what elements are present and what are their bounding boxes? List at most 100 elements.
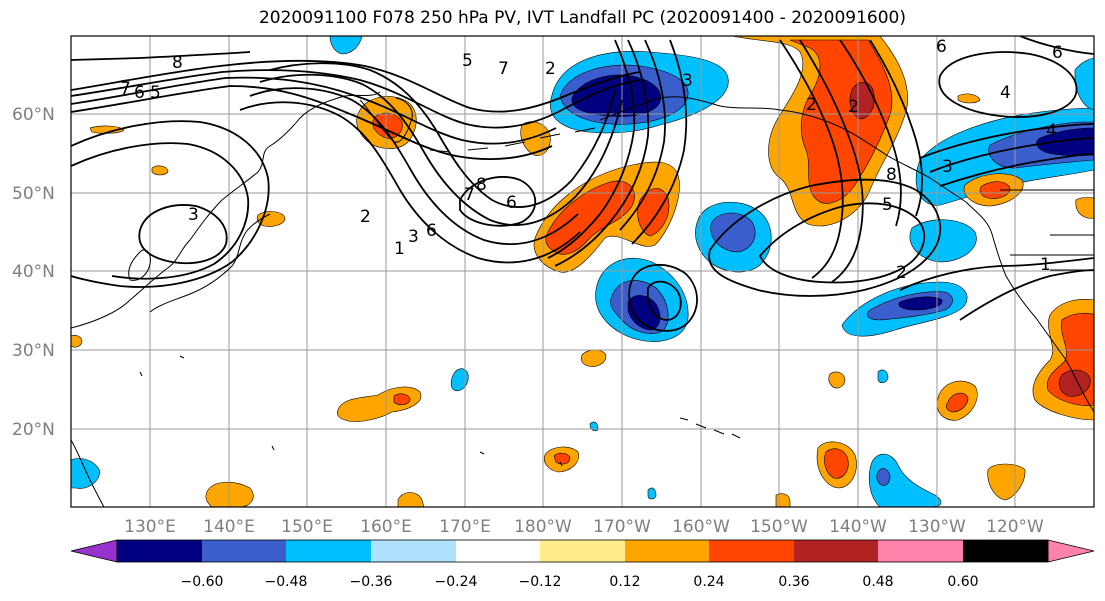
contour-line — [646, 280, 682, 321]
contour-label: 3 — [682, 71, 693, 91]
contour-label: 8 — [886, 165, 897, 185]
contour-label: 7 — [120, 79, 131, 99]
contour-label: 5 — [882, 195, 893, 215]
colorbar-tick-label: 0.12 — [609, 574, 640, 590]
positive-anomaly — [71, 334, 83, 348]
contour-line — [554, 39, 650, 267]
contour-line — [631, 39, 688, 245]
lon-label: 170°W — [593, 517, 651, 537]
colorbar-segment — [202, 540, 286, 562]
contour-line — [71, 69, 641, 129]
colorbar-tick-label: −0.36 — [350, 574, 393, 590]
lon-label: 140°W — [829, 517, 887, 537]
lon-label: 140°E — [203, 517, 255, 537]
contour-labels: 8 7 6 5 5 7 2 3 7 8 6 3 2 1 3 6 2 8 5 2 … — [120, 37, 1063, 283]
colorbar-segment — [625, 540, 709, 562]
hawaii — [679, 417, 741, 439]
lon-label: 160°W — [672, 517, 730, 537]
negative-anomaly — [898, 296, 943, 311]
colorbar-segment — [963, 540, 1048, 562]
contour-line — [799, 39, 864, 283]
alaska-coast — [599, 96, 967, 203]
positive-anomaly — [1058, 369, 1091, 397]
contour-label: 4 — [1000, 83, 1011, 103]
contour-line — [758, 202, 926, 284]
lat-label: 20°N — [12, 420, 55, 440]
contour-line — [138, 204, 228, 265]
lat-label: 40°N — [12, 262, 55, 282]
colorbar-extend-low — [70, 539, 118, 563]
longitude-labels: 130°E 140°E 150°E 160°E 170°E 180°W 170°… — [124, 517, 1044, 537]
latitude-labels: 60°N 50°N 40°N 30°N 20°N — [12, 105, 55, 440]
contour-line — [619, 39, 666, 231]
contour-line — [899, 257, 1094, 291]
lon-label: 120°W — [986, 517, 1044, 537]
lon-label: 130°E — [124, 517, 176, 537]
colorbar-segment — [117, 540, 202, 562]
negative-anomaly — [647, 487, 657, 500]
colorbar-segment — [371, 540, 456, 562]
colorbar-segment — [794, 540, 878, 562]
contour-line — [239, 101, 581, 264]
contour-label: 6 — [134, 83, 145, 103]
colorbar-tick-label: −0.48 — [265, 574, 308, 590]
lon-label: 160°E — [360, 517, 412, 537]
negative-anomaly — [450, 368, 469, 392]
contour-label: 1 — [1040, 255, 1051, 275]
coastlines — [71, 91, 1094, 507]
negative-anomaly — [868, 453, 942, 507]
positive-anomaly — [151, 165, 169, 176]
na-borders — [1000, 189, 1094, 271]
negative-anomaly — [909, 219, 977, 263]
contour-line — [249, 87, 579, 246]
map-border — [70, 35, 1095, 508]
contour-line — [628, 263, 698, 332]
positive-anomaly — [828, 371, 846, 389]
colorbar-tick-label: −0.12 — [519, 574, 562, 590]
philippines-coast — [71, 439, 105, 507]
positive-anomaly — [824, 448, 849, 479]
contour-label: 6 — [1052, 43, 1063, 63]
colorbar — [70, 539, 1095, 563]
negative-anomaly — [876, 468, 891, 486]
contour-line — [459, 176, 537, 227]
contour-line — [779, 39, 844, 279]
colorbar-extend-high — [1047, 539, 1095, 563]
contour-label: 4 — [1046, 121, 1057, 141]
negative-anomaly — [627, 295, 661, 331]
negative-anomaly — [329, 36, 363, 55]
contour-label: 3 — [188, 205, 199, 225]
colorbar-tick-label: −0.60 — [181, 574, 224, 590]
contour-label: 7 — [498, 59, 509, 79]
contour-label: 2 — [848, 97, 859, 117]
colorbar-segment — [878, 540, 963, 562]
contour-label: 2 — [360, 207, 371, 227]
colorbar-segment — [540, 540, 625, 562]
contour-label: 6 — [936, 37, 947, 57]
contour-label: 7 — [464, 185, 475, 205]
contour-label: 3 — [408, 227, 419, 247]
colorbar-segment — [709, 540, 794, 562]
lon-label: 130°W — [908, 517, 966, 537]
contour-line — [839, 39, 902, 227]
aleutians — [429, 127, 596, 153]
positive-anomaly — [946, 392, 969, 413]
contour-line — [71, 142, 250, 280]
positive-anomaly — [553, 452, 571, 465]
contour-line — [71, 76, 557, 145]
map-title: 2020091100 F078 250 hPa PV, IVT Landfall… — [258, 8, 906, 28]
negative-anomaly — [877, 369, 889, 384]
colorbar-tick-label: 0.48 — [862, 574, 893, 590]
contour-line — [71, 51, 251, 61]
contour-line — [919, 123, 1094, 159]
contour-line — [547, 39, 636, 259]
positive-anomaly — [393, 393, 411, 406]
contour-label: 1 — [394, 239, 405, 259]
colorbar-tick-label: 0.24 — [693, 574, 724, 590]
positive-anomaly — [957, 93, 981, 104]
colorbar-segment — [456, 540, 540, 562]
contour-label: 2 — [806, 95, 817, 115]
lat-label: 30°N — [12, 341, 55, 361]
contour-label: 5 — [462, 51, 473, 71]
